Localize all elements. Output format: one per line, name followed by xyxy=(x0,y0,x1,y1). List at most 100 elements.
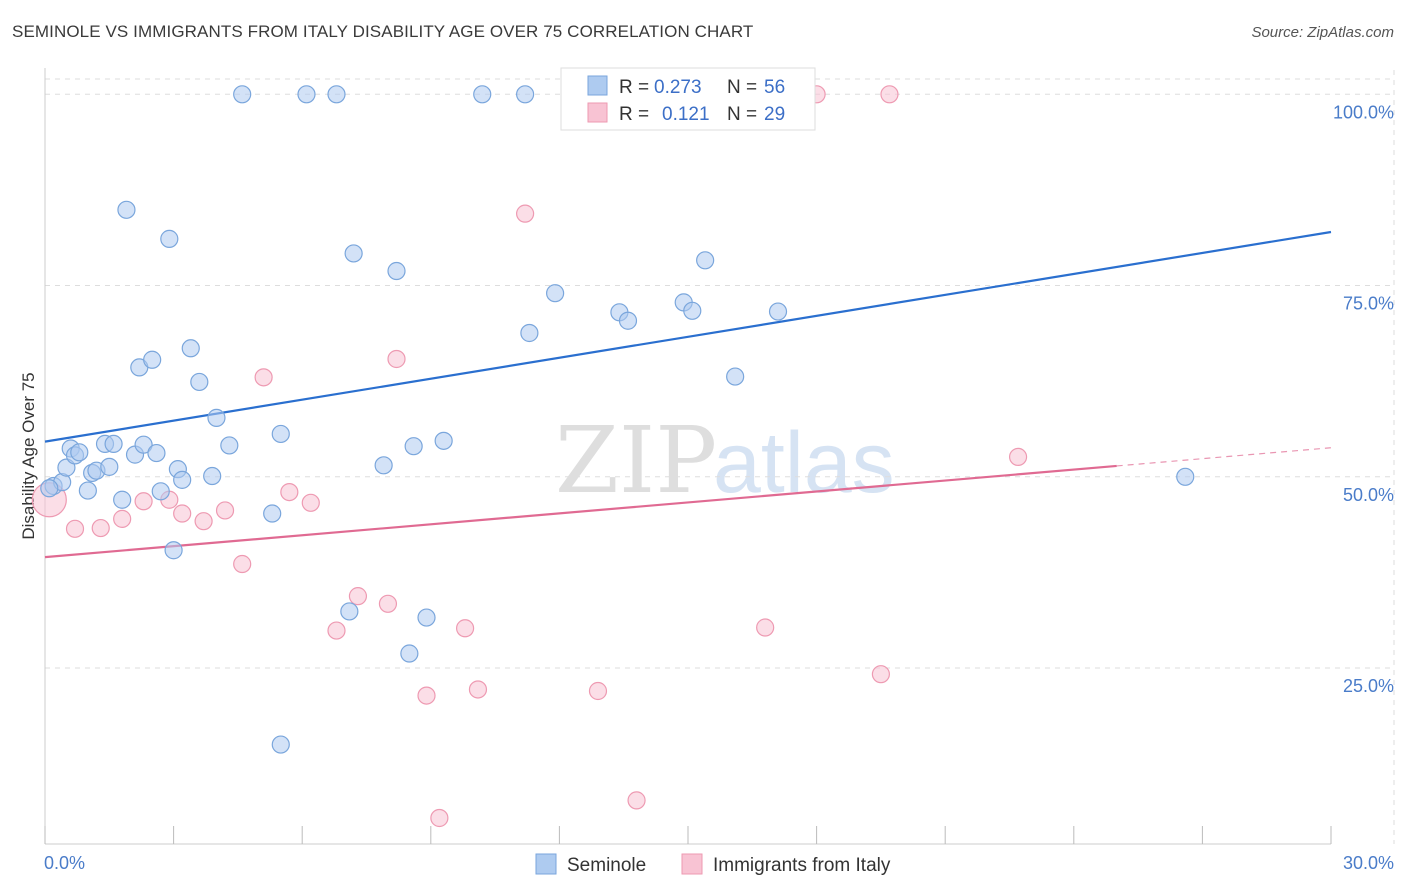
seminole-point xyxy=(618,311,638,330)
y-axis-title: Disability Age Over 75 xyxy=(19,372,38,539)
seminole-point xyxy=(173,470,192,489)
seminole-point xyxy=(190,372,209,392)
italy-point xyxy=(430,808,449,828)
seminole-point xyxy=(327,85,346,104)
seminole-point xyxy=(263,504,282,523)
seminole-point xyxy=(220,436,239,455)
italy-point xyxy=(134,492,153,511)
seminole-point xyxy=(434,431,453,450)
bottom-legend-swatch-seminole xyxy=(535,853,557,875)
seminole-point xyxy=(113,490,132,509)
seminole-point xyxy=(207,408,226,427)
seminole-point xyxy=(104,434,123,454)
grid-lines xyxy=(45,70,1395,844)
trend-line-seminole xyxy=(44,230,1332,443)
seminole-point xyxy=(344,244,363,263)
seminole-point xyxy=(546,284,565,303)
italy-point xyxy=(378,594,398,613)
seminole-point xyxy=(70,443,89,462)
seminole-point xyxy=(160,229,179,248)
legend-n-value-italy: 29 xyxy=(764,104,785,125)
seminole-point xyxy=(387,261,406,281)
legend-r-value-italy: 0.121 xyxy=(662,104,710,125)
watermark-atlas: atlas xyxy=(713,415,895,511)
x-tick-label-max: 30.0% xyxy=(1343,853,1394,873)
seminole-point xyxy=(78,481,97,500)
source-label: Source: ZipAtlas.com xyxy=(1251,24,1394,41)
italy-point xyxy=(387,349,406,369)
italy-point xyxy=(756,618,775,637)
italy-point xyxy=(880,85,899,104)
seminole-point xyxy=(40,479,59,498)
legend-swatch-seminole xyxy=(587,75,608,96)
seminole-point xyxy=(683,301,702,320)
seminole-point xyxy=(164,541,183,560)
seminole-point xyxy=(117,200,136,219)
italy-point xyxy=(254,368,273,387)
y-tick-label-75: 75.0% xyxy=(1343,294,1394,314)
italy-point xyxy=(627,791,646,810)
italy-point xyxy=(516,204,535,223)
italy-point xyxy=(113,509,132,528)
watermark-zip: ZIP xyxy=(555,407,717,514)
chart-title: SEMINOLE VS IMMIGRANTS FROM ITALY DISABI… xyxy=(12,22,754,41)
italy-point xyxy=(194,512,213,531)
series-immigrants-from-italy xyxy=(31,85,1028,828)
seminole-point xyxy=(143,350,162,369)
y-tick-label-50: 50.0% xyxy=(1343,485,1394,505)
italy-point xyxy=(327,621,346,640)
italy-point xyxy=(588,681,608,701)
italy-point xyxy=(1008,447,1028,467)
italy-point xyxy=(280,483,299,502)
y-tick-label-100: 100.0% xyxy=(1333,102,1394,122)
seminole-point xyxy=(271,735,290,754)
seminole-point xyxy=(768,302,788,321)
trend-line-italy xyxy=(44,464,1117,559)
trend-lines xyxy=(44,230,1332,559)
seminole-point xyxy=(1176,467,1195,486)
italy-point xyxy=(65,519,85,538)
trend-line-dashed-italy xyxy=(1116,447,1332,467)
italy-point xyxy=(91,518,110,538)
italy-point xyxy=(348,587,368,606)
italy-point xyxy=(173,504,192,523)
italy-point xyxy=(417,686,436,705)
italy-point xyxy=(468,680,488,699)
series-legend: Seminole Immigrants from Italy xyxy=(535,853,891,876)
bottom-legend-seminole: Seminole xyxy=(567,855,646,876)
seminole-point xyxy=(374,456,393,475)
y-tick-labels: 25.0% 50.0% 75.0% 100.0% xyxy=(1333,102,1394,696)
seminole-point xyxy=(233,85,252,104)
legend-swatch-italy xyxy=(587,102,608,123)
seminole-point xyxy=(696,251,715,270)
italy-point xyxy=(301,493,320,512)
legend-n-value-seminole: 56 xyxy=(764,77,785,98)
italy-point xyxy=(871,665,891,684)
legend-n-label-seminole: N = xyxy=(727,77,757,98)
italy-point xyxy=(233,554,252,574)
legend-r-label-italy: R = xyxy=(619,104,649,125)
series-seminole xyxy=(40,85,1195,754)
italy-point xyxy=(215,501,235,520)
seminole-point xyxy=(726,367,745,386)
seminole-point xyxy=(151,482,170,501)
seminole-point xyxy=(271,424,290,444)
seminole-point xyxy=(404,437,423,456)
y-tick-label-25: 25.0% xyxy=(1343,676,1394,696)
seminole-point xyxy=(516,85,535,104)
seminole-point xyxy=(400,644,419,663)
seminole-point xyxy=(340,602,359,621)
bottom-legend-italy: Immigrants from Italy xyxy=(713,855,891,876)
correlation-legend: R = 0.273 N = 56 R = 0.121 N = 29 xyxy=(560,67,816,131)
seminole-point xyxy=(134,435,153,454)
seminole-point xyxy=(520,323,539,343)
watermark: ZIP atlas xyxy=(555,407,895,514)
seminole-point xyxy=(473,85,492,104)
seminole-point xyxy=(297,85,316,104)
axes xyxy=(44,68,1332,845)
legend-n-label-italy: N = xyxy=(727,104,757,125)
seminole-point xyxy=(203,466,222,486)
bottom-legend-swatch-italy xyxy=(681,853,703,875)
x-tick-label-min: 0.0% xyxy=(44,853,85,873)
